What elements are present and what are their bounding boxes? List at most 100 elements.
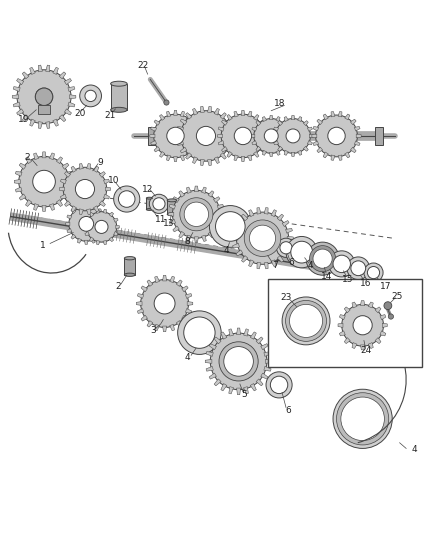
Polygon shape [233, 243, 240, 248]
Text: 8: 8 [185, 237, 191, 246]
Circle shape [114, 186, 140, 212]
Polygon shape [237, 328, 240, 335]
Polygon shape [307, 127, 312, 131]
Circle shape [35, 88, 53, 106]
Circle shape [215, 212, 245, 241]
Polygon shape [177, 141, 184, 146]
Circle shape [276, 118, 311, 154]
Polygon shape [113, 231, 118, 236]
Circle shape [282, 297, 330, 345]
Polygon shape [214, 108, 219, 115]
Polygon shape [176, 280, 182, 286]
Polygon shape [256, 146, 261, 151]
Polygon shape [261, 373, 268, 379]
Polygon shape [180, 147, 187, 153]
Polygon shape [17, 109, 24, 115]
Ellipse shape [167, 199, 177, 202]
Circle shape [264, 129, 278, 143]
Circle shape [286, 301, 326, 341]
Circle shape [367, 266, 380, 279]
Polygon shape [66, 171, 73, 176]
Bar [111, 84, 127, 110]
Polygon shape [229, 386, 233, 394]
Polygon shape [338, 323, 343, 327]
Circle shape [33, 171, 55, 193]
Circle shape [153, 198, 165, 210]
Polygon shape [297, 117, 302, 122]
Polygon shape [344, 307, 350, 313]
Polygon shape [352, 302, 357, 308]
Circle shape [234, 127, 252, 144]
Text: 13: 13 [163, 220, 175, 228]
Polygon shape [214, 157, 219, 164]
Polygon shape [191, 120, 197, 125]
Polygon shape [191, 147, 197, 152]
Polygon shape [78, 238, 81, 243]
Polygon shape [91, 205, 95, 209]
Polygon shape [13, 102, 20, 107]
Ellipse shape [167, 213, 177, 216]
Polygon shape [317, 119, 323, 125]
Bar [124, 258, 135, 275]
Polygon shape [64, 78, 71, 85]
Polygon shape [15, 187, 22, 192]
Polygon shape [252, 141, 257, 145]
Polygon shape [312, 134, 317, 138]
Polygon shape [17, 78, 24, 85]
Polygon shape [138, 309, 144, 313]
Polygon shape [116, 225, 120, 229]
Polygon shape [64, 201, 71, 206]
Polygon shape [64, 109, 71, 115]
Ellipse shape [146, 208, 152, 211]
Polygon shape [34, 153, 39, 160]
Polygon shape [66, 187, 73, 192]
Polygon shape [12, 95, 18, 99]
Polygon shape [339, 314, 345, 320]
Polygon shape [186, 115, 191, 120]
Polygon shape [194, 237, 198, 243]
Polygon shape [103, 194, 110, 199]
Ellipse shape [111, 81, 127, 86]
Text: 18: 18 [274, 99, 286, 108]
Polygon shape [201, 159, 205, 166]
Polygon shape [150, 134, 155, 138]
Polygon shape [179, 191, 185, 197]
Polygon shape [46, 122, 50, 128]
Circle shape [154, 293, 175, 314]
Polygon shape [25, 200, 32, 206]
Polygon shape [186, 112, 192, 119]
Circle shape [149, 194, 169, 213]
Polygon shape [62, 163, 69, 169]
Bar [146, 198, 152, 209]
Ellipse shape [124, 273, 135, 277]
Polygon shape [269, 152, 273, 157]
Polygon shape [103, 179, 110, 184]
Text: 23: 23 [281, 293, 292, 302]
Circle shape [224, 346, 253, 376]
Polygon shape [147, 320, 153, 327]
Polygon shape [59, 115, 66, 122]
FancyBboxPatch shape [268, 279, 422, 367]
Polygon shape [96, 209, 100, 213]
Polygon shape [233, 228, 240, 233]
Circle shape [351, 261, 366, 276]
Polygon shape [249, 209, 254, 216]
Polygon shape [113, 218, 118, 222]
Circle shape [290, 304, 322, 337]
Polygon shape [209, 373, 216, 379]
Polygon shape [30, 67, 35, 75]
Polygon shape [282, 221, 289, 227]
Circle shape [384, 302, 392, 310]
Polygon shape [96, 240, 100, 245]
Polygon shape [87, 164, 91, 169]
Polygon shape [166, 111, 171, 117]
Polygon shape [89, 237, 94, 241]
Polygon shape [99, 201, 106, 206]
Polygon shape [284, 150, 288, 155]
Polygon shape [274, 141, 279, 145]
Polygon shape [194, 141, 200, 145]
Polygon shape [53, 119, 58, 126]
Polygon shape [206, 366, 213, 371]
Polygon shape [271, 260, 276, 266]
Polygon shape [185, 294, 192, 298]
